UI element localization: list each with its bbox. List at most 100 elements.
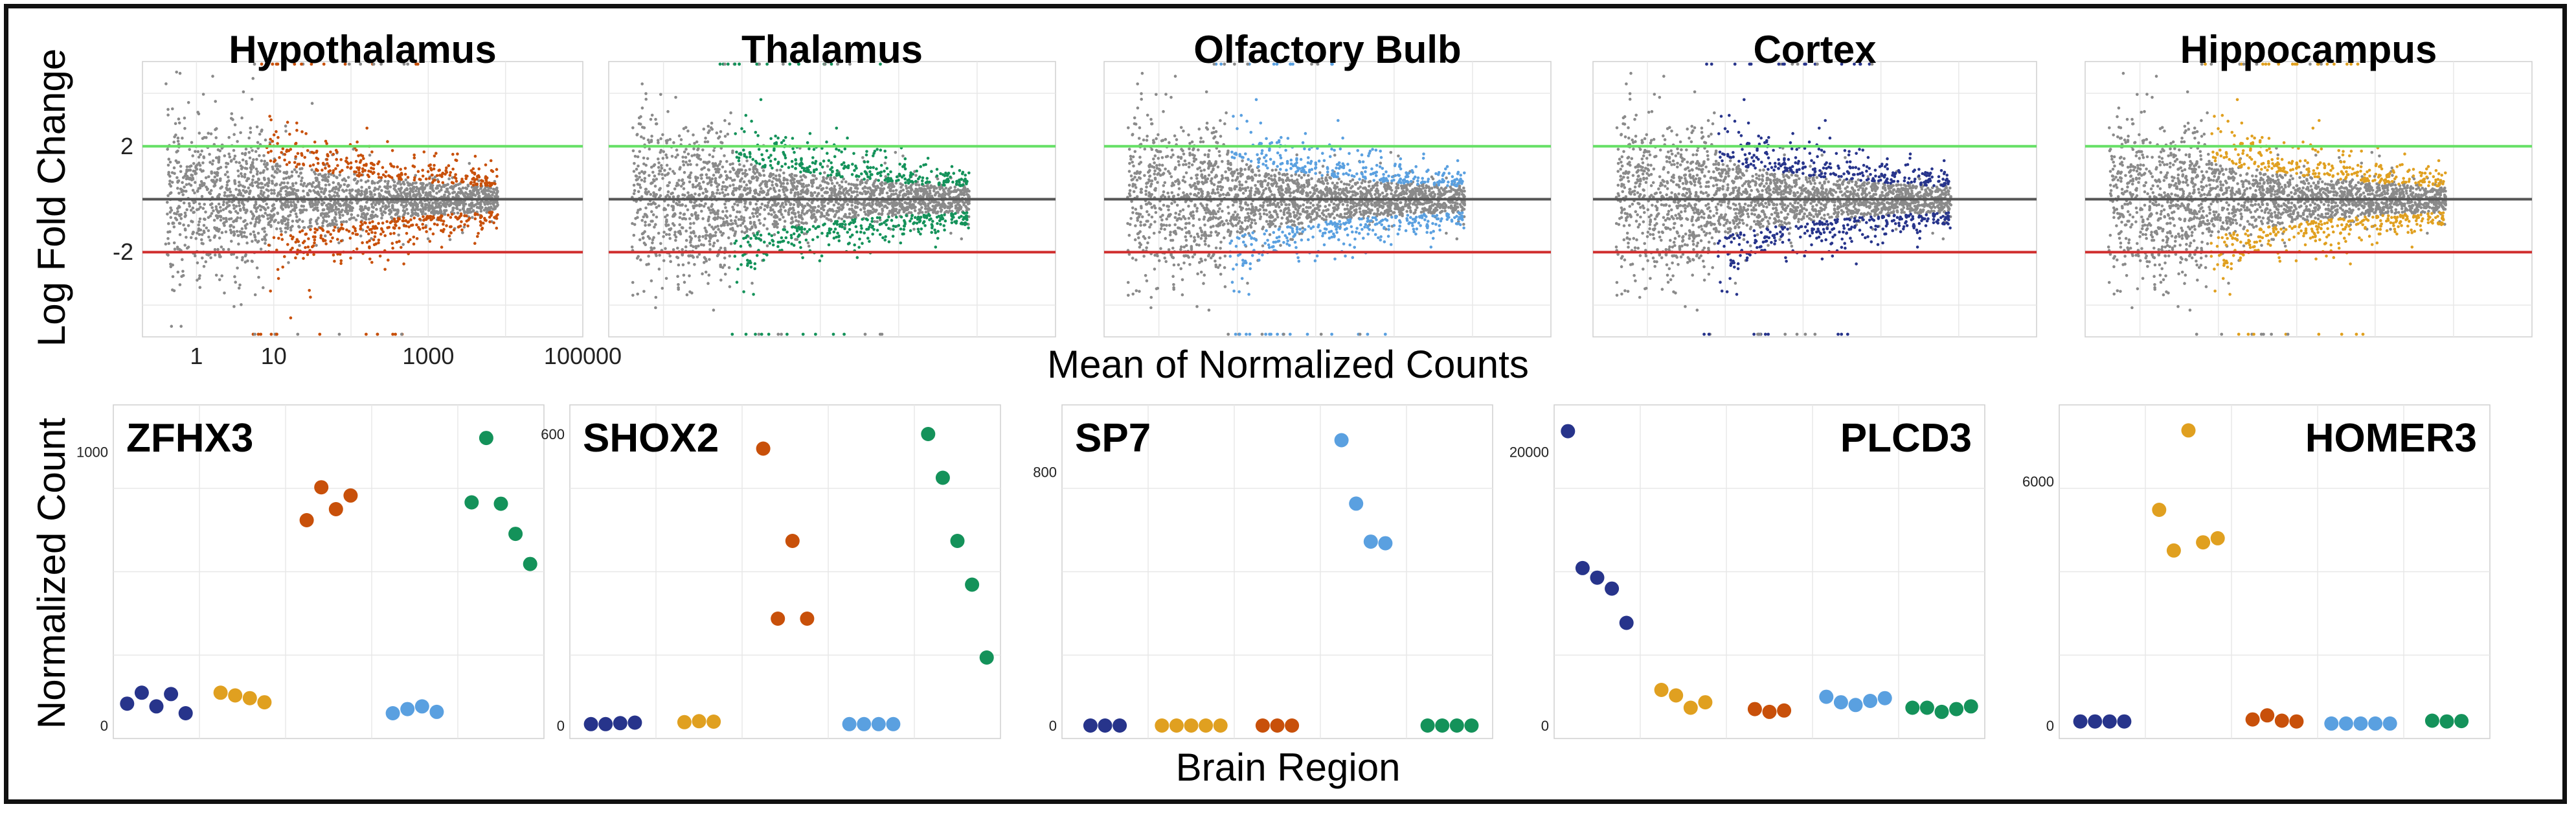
gene-point xyxy=(251,161,254,165)
significant-gene-point xyxy=(483,218,487,222)
gene-point xyxy=(953,185,957,189)
gene-point xyxy=(762,223,765,227)
significant-gene-point xyxy=(339,262,343,266)
gene-point xyxy=(631,149,635,153)
significant-gene-point xyxy=(348,236,352,240)
gene-point xyxy=(826,165,830,168)
significant-gene-point xyxy=(445,224,448,227)
gene-point xyxy=(359,205,363,209)
significant-gene-point xyxy=(445,170,449,174)
gene-point xyxy=(234,281,238,284)
significant-gene-point xyxy=(421,174,425,178)
gene-point xyxy=(921,195,925,199)
gene-point xyxy=(820,188,824,192)
gene-point xyxy=(309,189,312,193)
significant-gene-point xyxy=(424,177,428,181)
gene-point xyxy=(716,217,719,220)
significant-gene-point xyxy=(294,256,297,260)
clipped-gene-point xyxy=(376,332,379,336)
gene-point xyxy=(729,214,732,218)
gene-point xyxy=(756,176,760,180)
gene-point xyxy=(835,211,839,214)
gene-point xyxy=(213,253,217,257)
significant-gene-point xyxy=(934,246,938,249)
gene-point xyxy=(365,200,368,204)
gene-point xyxy=(232,203,236,207)
gene-point xyxy=(780,212,784,216)
gene-point xyxy=(797,193,800,196)
gene-point xyxy=(914,205,917,209)
gene-point xyxy=(280,219,284,222)
gene-point xyxy=(187,182,191,186)
gene-point xyxy=(225,165,228,169)
gene-point xyxy=(751,176,754,179)
gene-point xyxy=(857,214,860,217)
gene-point xyxy=(754,202,758,206)
gene-point xyxy=(653,185,657,188)
significant-gene-point xyxy=(852,152,855,155)
gene-point xyxy=(874,210,877,213)
gene-point xyxy=(650,182,653,185)
gene-point xyxy=(245,208,249,212)
gene-point xyxy=(216,170,219,174)
significant-gene-point xyxy=(488,211,492,214)
significant-gene-point xyxy=(304,246,307,249)
significant-gene-point xyxy=(280,238,284,241)
gene-point xyxy=(241,152,244,155)
significant-gene-point xyxy=(368,239,371,243)
gene-point xyxy=(892,192,896,196)
gene-point xyxy=(376,187,380,191)
gene-point xyxy=(334,212,338,216)
significant-gene-point xyxy=(921,179,924,183)
gene-point xyxy=(212,185,216,188)
gene-point xyxy=(701,191,705,195)
gene-point xyxy=(661,177,664,180)
gene-point xyxy=(451,207,455,210)
gene-point xyxy=(905,206,909,210)
gene-point xyxy=(648,223,651,227)
gene-point xyxy=(664,277,668,281)
gene-point xyxy=(947,192,950,196)
significant-gene-point xyxy=(367,175,370,179)
gene-point xyxy=(385,206,389,209)
gene-point xyxy=(823,171,826,174)
gene-point xyxy=(677,263,681,267)
significant-gene-point xyxy=(276,268,280,271)
gene-point xyxy=(201,207,205,211)
gene-point xyxy=(411,206,415,209)
gene-point xyxy=(877,212,881,216)
gene-point xyxy=(699,203,703,207)
gene-point xyxy=(183,227,187,231)
significant-gene-point xyxy=(349,257,352,260)
gene-point xyxy=(266,161,269,165)
significant-gene-point xyxy=(776,231,780,235)
significant-gene-point xyxy=(289,316,293,320)
gene-point xyxy=(719,224,723,227)
gene-point xyxy=(751,195,755,198)
gene-point xyxy=(866,209,870,213)
significant-gene-point xyxy=(879,148,883,152)
gene-point xyxy=(277,191,280,195)
significant-gene-point xyxy=(368,221,372,225)
gene-point xyxy=(394,213,398,216)
significant-gene-point xyxy=(281,266,285,269)
gene-point xyxy=(376,181,379,185)
gene-point xyxy=(640,170,644,174)
gene-point xyxy=(191,189,195,192)
gene-point xyxy=(863,190,866,193)
significant-gene-point xyxy=(962,216,966,219)
gene-point xyxy=(688,226,692,230)
significant-gene-point xyxy=(456,152,459,155)
significant-gene-point xyxy=(423,218,427,222)
gene-point xyxy=(220,246,223,249)
gene-point xyxy=(645,263,648,266)
gene-point xyxy=(684,161,688,164)
significant-gene-point xyxy=(329,240,333,243)
gene-point xyxy=(765,183,768,187)
significant-gene-point xyxy=(936,222,939,225)
gene-point xyxy=(754,189,758,192)
gene-point xyxy=(394,189,397,192)
gene-point xyxy=(913,200,917,203)
gene-point xyxy=(346,212,349,216)
gene-point xyxy=(229,117,233,120)
